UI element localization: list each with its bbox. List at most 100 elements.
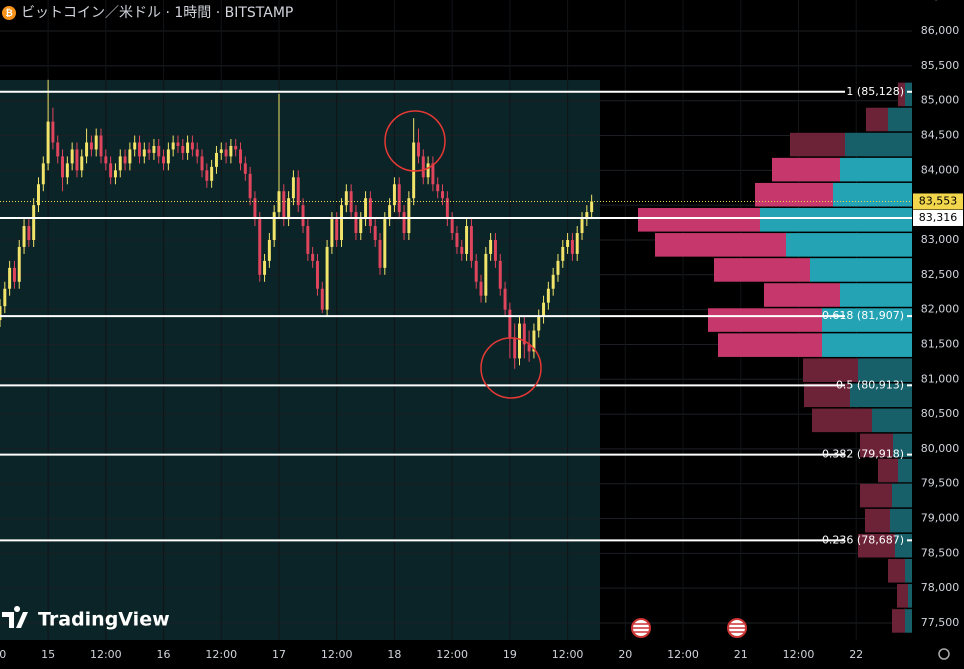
candle-body — [80, 156, 84, 171]
candle-body — [94, 135, 98, 150]
coin-symbol: ₿ — [5, 8, 12, 19]
candle-body — [258, 219, 262, 275]
x-tick-label: 15 — [41, 648, 55, 661]
flag-stripes — [633, 623, 649, 633]
annotation-circle — [384, 110, 446, 172]
y-tick-label: 77,500 — [921, 616, 960, 629]
x-tick-label: 21 — [734, 648, 748, 661]
candle-body — [157, 145, 161, 157]
candle-body — [291, 177, 295, 199]
candle-body — [267, 239, 271, 261]
candle-body — [479, 281, 483, 296]
profile-down — [638, 208, 760, 232]
profile-down — [772, 157, 840, 182]
candle-body — [171, 142, 175, 150]
candle-body — [243, 163, 247, 174]
profile-down — [897, 584, 908, 608]
candle-body — [450, 219, 454, 234]
candle-body — [41, 163, 45, 185]
candle-body — [537, 316, 541, 331]
profile-down — [898, 82, 905, 107]
x-tick-label: 12:00 — [783, 648, 815, 661]
candle-body — [469, 226, 473, 261]
x-tick-label: 17 — [272, 648, 286, 661]
candle-body — [17, 246, 21, 282]
candle-body — [416, 142, 420, 157]
candle-body — [407, 198, 411, 234]
profile-up — [840, 283, 912, 307]
watermark: TradingView — [38, 609, 170, 631]
y-tick-label: 86,500 — [921, 0, 960, 2]
candle-body — [474, 260, 478, 282]
profile-up — [892, 483, 912, 508]
price-axis: 77,500 78,000 78,500 79,000 79,500 80,000 80,5… — [913, 0, 963, 629]
candle-body — [181, 145, 185, 153]
candle-body — [532, 330, 536, 352]
candle-body — [239, 149, 242, 164]
candle-body — [51, 121, 55, 143]
candle-body — [263, 260, 267, 275]
candle-body — [311, 253, 315, 261]
candle-body — [518, 323, 521, 359]
x-tick-label: 19 — [503, 648, 517, 661]
candle-body — [12, 267, 16, 282]
profile-up — [822, 308, 912, 332]
profile-up — [786, 233, 912, 257]
candle-body — [508, 309, 512, 338]
profile-up — [890, 508, 912, 533]
candle-body — [219, 149, 223, 153]
title-bar: ₿ ビットコイン／米ドル · 1時間 · BITSTAMP — [2, 5, 293, 21]
candle-body — [56, 142, 60, 157]
event-flags[interactable] — [631, 618, 747, 638]
candle-body — [330, 219, 334, 247]
price-label-box — [913, 193, 963, 210]
candle-body — [580, 219, 584, 234]
candle-body — [320, 288, 324, 310]
candle-body — [436, 184, 440, 192]
candle-body — [455, 233, 459, 247]
candle-body — [527, 344, 531, 352]
x-tick-label: 22 — [849, 648, 863, 661]
profile-up — [872, 408, 912, 433]
y-tick-label: 83,000 — [921, 233, 960, 246]
profile-down — [804, 383, 850, 408]
candle-body — [152, 145, 156, 153]
profile-down — [860, 483, 892, 508]
candle-body — [325, 246, 329, 310]
settings-button[interactable] — [938, 648, 950, 660]
candle-body — [542, 302, 546, 317]
y-tick-label: 79,000 — [921, 512, 960, 525]
candle-body — [109, 163, 113, 178]
y-tick-label: 86,000 — [921, 24, 960, 37]
candle-body — [315, 260, 319, 289]
candle-body — [32, 205, 36, 240]
settings-icon[interactable] — [938, 648, 950, 660]
price-label-box — [913, 209, 963, 226]
candle-body — [335, 219, 339, 240]
candle-body — [205, 170, 209, 181]
candle-body — [113, 170, 117, 178]
candle-body — [253, 198, 257, 220]
candle-body — [585, 212, 589, 220]
candle-body — [36, 184, 40, 206]
profile-down — [866, 107, 888, 132]
profile-down — [718, 333, 822, 357]
candle-body — [460, 246, 464, 254]
y-tick-label: 80,000 — [921, 442, 960, 455]
candle-body — [214, 152, 218, 167]
profile-up — [908, 584, 912, 608]
candle-body — [65, 163, 69, 178]
logo-icon — [2, 606, 28, 628]
profile-up — [898, 458, 912, 483]
candle-body — [493, 239, 497, 261]
profile-up — [858, 358, 912, 382]
profile-up — [840, 157, 912, 182]
volume-profile — [638, 82, 912, 633]
candle-body — [287, 198, 291, 220]
candle-body — [445, 198, 449, 220]
chart-title: ビットコイン／米ドル · 1時間 · BITSTAMP — [21, 5, 293, 21]
profile-down — [865, 508, 890, 533]
candle-body — [176, 142, 180, 146]
profile-up — [845, 132, 912, 157]
